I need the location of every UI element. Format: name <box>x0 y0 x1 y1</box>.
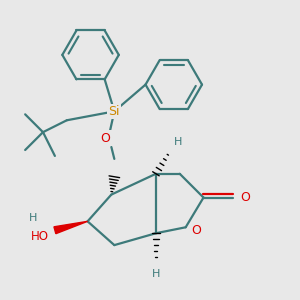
Text: H: H <box>152 269 160 279</box>
Text: H: H <box>29 213 37 224</box>
Text: HO: HO <box>31 230 49 243</box>
Text: O: O <box>241 191 250 204</box>
Text: O: O <box>192 224 202 237</box>
Text: O: O <box>100 132 110 145</box>
Text: Si: Si <box>109 105 120 118</box>
Text: H: H <box>174 137 182 147</box>
Polygon shape <box>54 221 88 234</box>
